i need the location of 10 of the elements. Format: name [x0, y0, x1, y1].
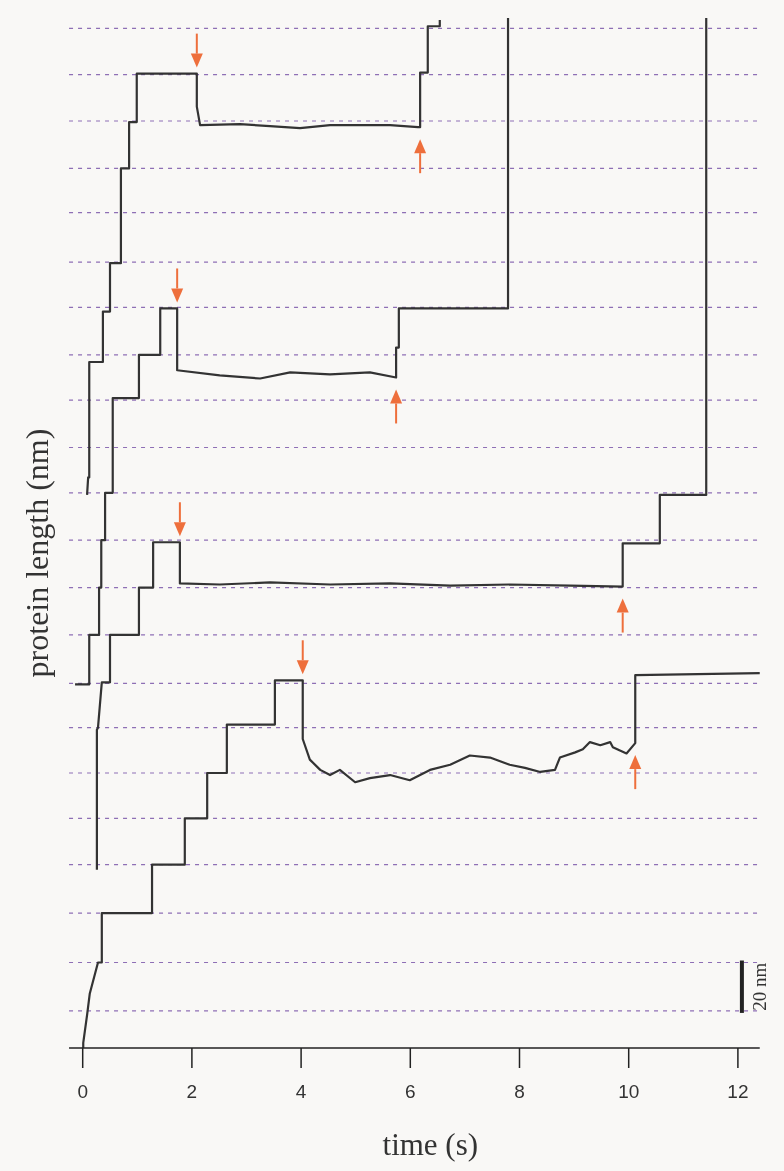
x-axis-title: time (s): [382, 1127, 479, 1162]
x-tick-label: 10: [618, 1081, 640, 1102]
x-tick-label: 0: [77, 1081, 88, 1102]
y-axis-title: protein length (nm): [19, 428, 55, 678]
x-tick-label: 4: [295, 1081, 307, 1102]
x-tick-label: 12: [727, 1081, 749, 1102]
annotation: 20 nm: [748, 962, 770, 1011]
x-tick-label: 6: [405, 1081, 416, 1102]
x-tick-label: 8: [514, 1081, 525, 1102]
x-tick-label: 2: [186, 1081, 198, 1102]
